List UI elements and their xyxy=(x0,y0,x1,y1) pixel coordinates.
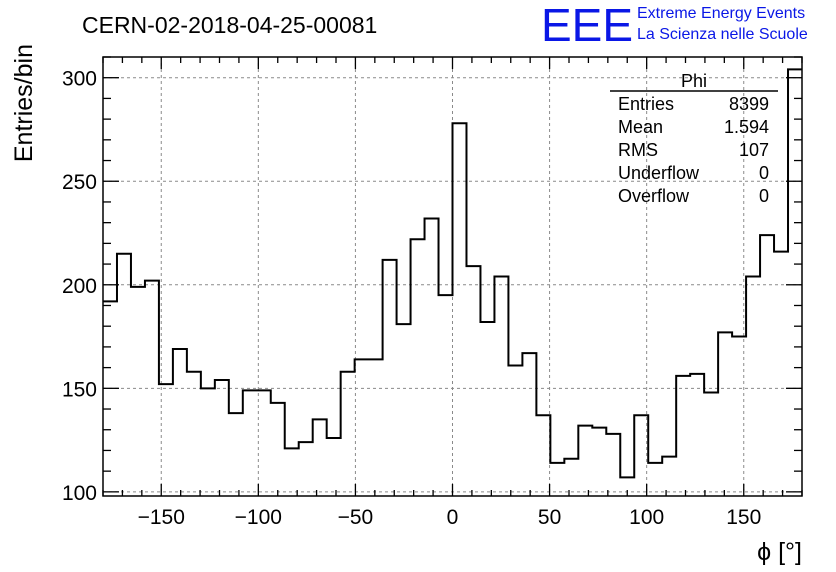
axis-ticks xyxy=(102,56,803,496)
chart-title: CERN-02-2018-04-25-00081 xyxy=(82,12,377,38)
axis-tick-labels: −150 −100 −50 0 50 100 150 100 150 200 250 300 xyxy=(62,68,761,529)
histogram-series-line xyxy=(103,68,802,479)
eee-logo: EEE xyxy=(541,0,633,51)
stats-label-mean: Mean xyxy=(618,117,663,137)
stats-label-rms: RMS xyxy=(618,140,658,160)
y-axis-label: Entries/bin xyxy=(10,44,38,162)
stats-label-overflow: Overflow xyxy=(618,186,690,206)
stats-value-underflow: 0 xyxy=(759,163,769,183)
stats-value-overflow: 0 xyxy=(759,186,769,206)
logo-subtitle-line2: La Scienza nelle Scuole xyxy=(637,26,808,43)
x-tick-label-4: 50 xyxy=(538,506,561,529)
stats-value-rms: 107 xyxy=(739,140,769,160)
y-tick-label-4: 300 xyxy=(62,68,97,91)
stats-label-underflow: Underflow xyxy=(618,163,700,183)
x-tick-label-5: 100 xyxy=(629,506,664,529)
y-tick-label-1: 150 xyxy=(62,378,97,401)
stats-label-entries: Entries xyxy=(618,94,674,114)
x-tick-label-3: 0 xyxy=(447,506,459,529)
x-tick-label-1: −100 xyxy=(235,506,282,529)
y-tick-label-3: 250 xyxy=(62,171,97,194)
x-tick-label-6: 150 xyxy=(726,506,761,529)
y-tick-label-2: 200 xyxy=(62,275,97,298)
logo-subtitle-line1: Extreme Energy Events xyxy=(637,5,805,22)
stats-value-entries: 8399 xyxy=(729,94,769,114)
x-tick-label-0: −150 xyxy=(138,506,185,529)
x-axis-label: ϕ [°] xyxy=(757,538,802,566)
x-tick-label-2: −50 xyxy=(338,506,374,529)
stats-box: Phi Entries 8399 Mean 1.594 RMS 107 Unde… xyxy=(610,71,778,206)
stats-value-mean: 1.594 xyxy=(724,117,769,137)
y-tick-label-0: 100 xyxy=(62,482,97,505)
stats-title: Phi xyxy=(681,71,707,91)
